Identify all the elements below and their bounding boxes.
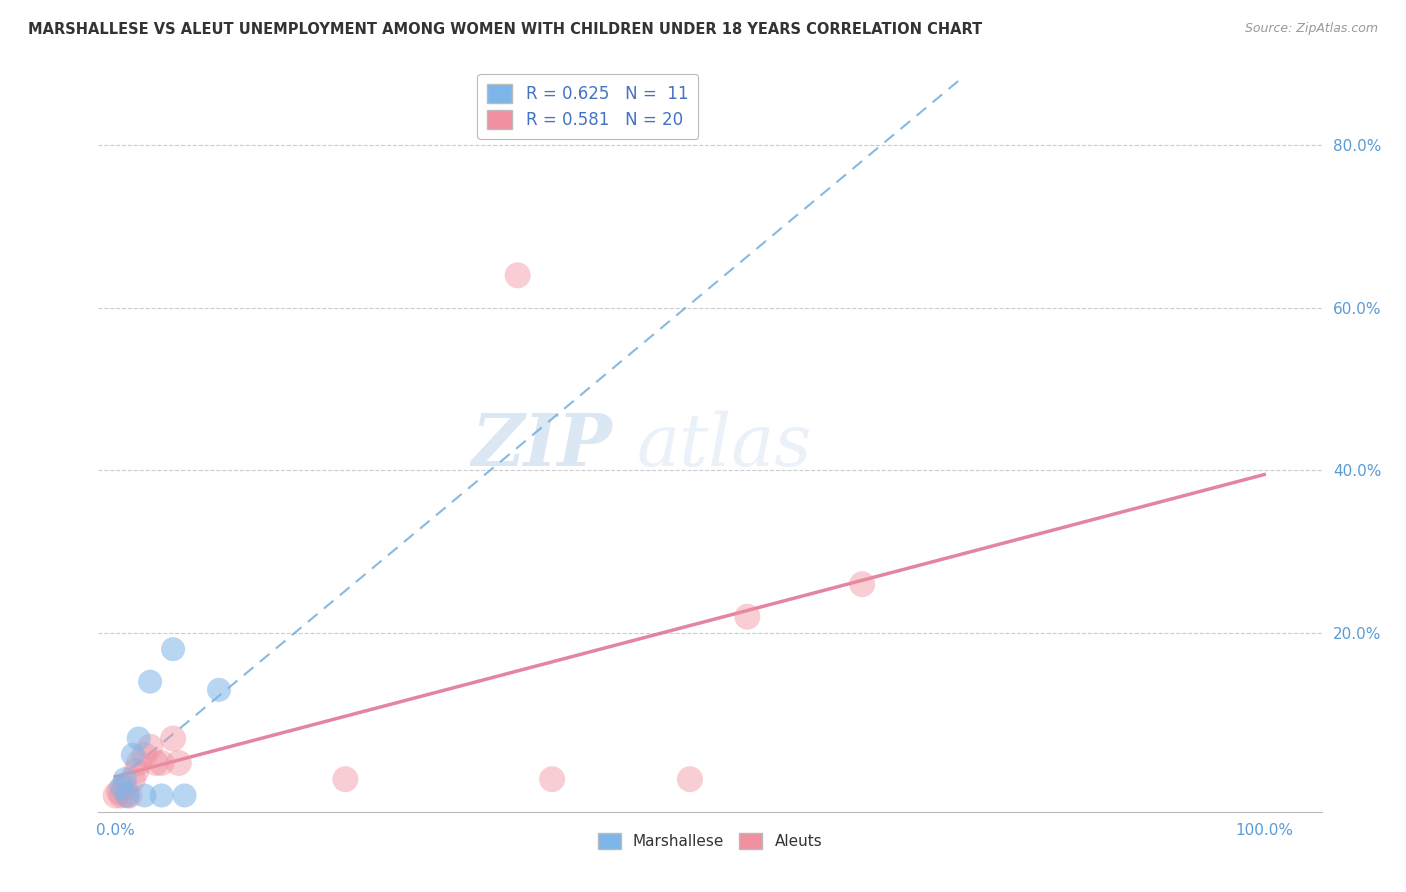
Point: [125, 764, 148, 778]
Point: [737, 609, 759, 624]
Point: [108, 784, 131, 798]
Point: [118, 789, 141, 803]
Text: MARSHALLESE VS ALEUT UNEMPLOYMENT AMONG WOMEN WITH CHILDREN UNDER 18 YEARS CORRE: MARSHALLESE VS ALEUT UNEMPLOYMENT AMONG …: [28, 22, 983, 37]
Point: [122, 747, 145, 762]
Legend: Marshallese, Aleuts: Marshallese, Aleuts: [592, 826, 828, 855]
Point: [128, 731, 150, 746]
Point: [150, 756, 173, 770]
Point: [851, 577, 873, 591]
Point: [134, 789, 156, 803]
Text: ZIP: ZIP: [471, 410, 612, 482]
Point: [115, 789, 138, 803]
Point: [541, 772, 564, 787]
Point: [162, 731, 184, 746]
Point: [110, 789, 132, 803]
Point: [114, 780, 136, 795]
Text: atlas: atlas: [637, 410, 813, 482]
Point: [114, 772, 136, 787]
Point: [134, 747, 156, 762]
Point: [208, 682, 231, 697]
Point: [679, 772, 702, 787]
Point: [150, 789, 173, 803]
Point: [506, 268, 529, 283]
Point: [335, 772, 357, 787]
Point: [145, 756, 167, 770]
Point: [122, 772, 145, 787]
Point: [173, 789, 195, 803]
Point: [162, 642, 184, 657]
Point: [139, 674, 162, 689]
Point: [128, 756, 150, 770]
Point: [115, 789, 138, 803]
Point: [110, 780, 132, 795]
Point: [139, 739, 162, 754]
Point: [167, 756, 190, 770]
Point: [104, 789, 127, 803]
Text: Source: ZipAtlas.com: Source: ZipAtlas.com: [1244, 22, 1378, 36]
